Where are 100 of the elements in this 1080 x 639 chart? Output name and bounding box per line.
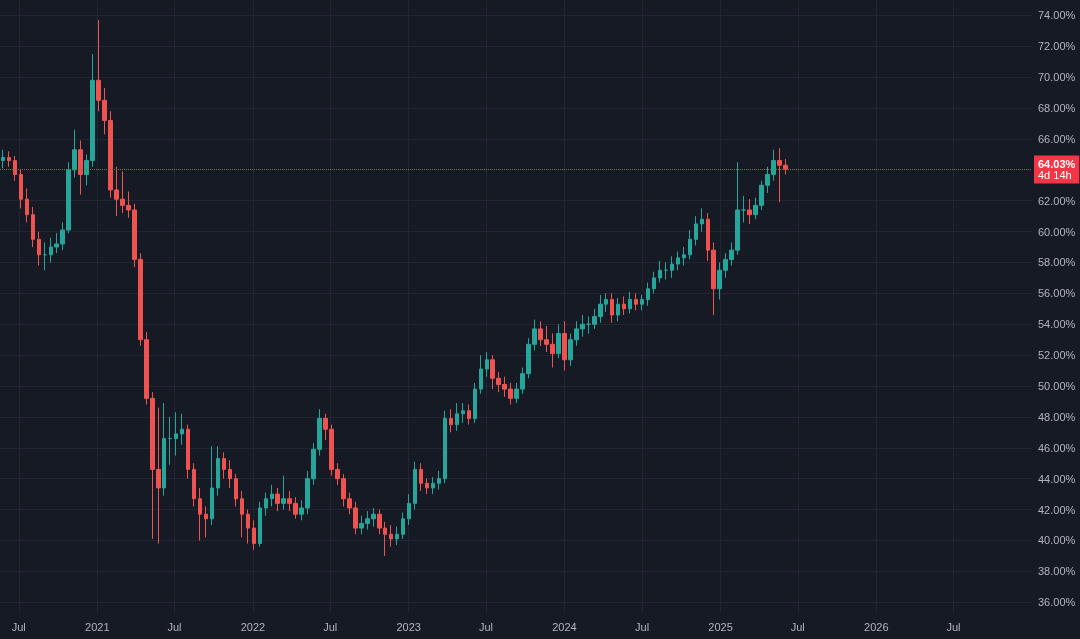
- candlestick: [747, 198, 752, 225]
- candlestick: [234, 473, 238, 507]
- candlestick: [610, 292, 614, 324]
- candlestick: [389, 524, 393, 548]
- candlestick: [162, 402, 166, 497]
- candlestick: [670, 255, 674, 279]
- candlestick: [616, 297, 620, 322]
- candlestick: [186, 424, 190, 480]
- text: 4d 14h: [1038, 168, 1072, 181]
- candlestick: [78, 140, 83, 196]
- candlestick: [562, 320, 567, 372]
- candlestick: [431, 476, 435, 495]
- ref-line-label: 64.03%: [1038, 157, 1076, 170]
- candlestick: [37, 231, 41, 267]
- candlestick: [281, 475, 286, 511]
- candlestick: [174, 411, 178, 456]
- y-tick-label: 46.00%: [1038, 441, 1076, 454]
- candlestick: [622, 295, 626, 316]
- y-tick-label: 68.00%: [1038, 102, 1076, 115]
- x-tick-label: Jul: [478, 620, 493, 633]
- y-tick-label: 66.00%: [1038, 132, 1076, 145]
- y-tick-label: 74.00%: [1038, 9, 1076, 22]
- candlestick: [25, 187, 29, 223]
- candlestick: [401, 512, 405, 540]
- candlestick: [455, 402, 459, 432]
- x-tick-label: 2026: [864, 620, 889, 633]
- candlestick: [270, 484, 274, 507]
- candlestick: [646, 282, 650, 307]
- y-tick-label: 62.00%: [1038, 194, 1076, 207]
- candlestick: [13, 155, 17, 182]
- candlestick: [204, 505, 208, 538]
- candlestick: [222, 451, 226, 480]
- candlestick: [407, 493, 411, 526]
- y-tick-label: 56.00%: [1038, 287, 1076, 300]
- candlestick: [275, 487, 280, 512]
- candlestick: [258, 501, 262, 548]
- candlestick: [634, 292, 638, 311]
- candlestick: [694, 215, 698, 247]
- y-tick-label: 60.00%: [1038, 225, 1076, 238]
- x-tick-label: Jul: [167, 620, 182, 633]
- candlestick: [741, 195, 746, 223]
- y-tick-label: 42.00%: [1038, 503, 1076, 516]
- candlestick: [556, 323, 561, 359]
- candlestick: [31, 206, 35, 248]
- candlestick: [228, 459, 232, 489]
- candlestick: [640, 294, 644, 311]
- x-tick-label: 2021: [85, 620, 110, 633]
- y-tick-label: 70.00%: [1038, 71, 1076, 84]
- candlestick: [443, 410, 447, 484]
- y-tick-label: 38.00%: [1038, 565, 1076, 578]
- candlestick: [246, 509, 250, 545]
- y-tick-label: 54.00%: [1038, 318, 1076, 331]
- candlestick: [252, 519, 256, 551]
- y-tick-label: 40.00%: [1038, 534, 1076, 547]
- x-tick-label: 2023: [396, 620, 421, 633]
- candlestick: [180, 413, 184, 446]
- y-tick-label: 44.00%: [1038, 472, 1076, 485]
- x-tick-label: Jul: [946, 620, 961, 633]
- y-tick-label: 50.00%: [1038, 380, 1076, 393]
- candlestick: [216, 445, 220, 497]
- candlestick: [419, 462, 423, 492]
- candlestick: [43, 241, 47, 271]
- candlestick: [473, 382, 477, 424]
- candlestick: [192, 462, 196, 507]
- candlestick: [7, 150, 11, 168]
- y-tick-label: 72.00%: [1038, 40, 1076, 53]
- candlestick: [72, 129, 77, 179]
- candlestick: [413, 461, 417, 511]
- candlestick: [461, 402, 465, 424]
- candlestick: [479, 354, 483, 395]
- candlestick: [240, 490, 244, 538]
- candlestick: [425, 478, 429, 495]
- x-tick-label: Jul: [790, 620, 805, 633]
- y-tick-label: 36.00%: [1038, 596, 1076, 609]
- candlestick: [1, 149, 5, 169]
- y-tick-label: 58.00%: [1038, 256, 1076, 269]
- x-tick-label: 2022: [240, 620, 266, 633]
- candlestick: [628, 291, 632, 314]
- x-tick-label: 2024: [552, 620, 577, 633]
- candlestick: [682, 246, 686, 267]
- candlestick: [449, 408, 453, 433]
- candlestick: [467, 404, 471, 426]
- candlestick: [395, 526, 399, 546]
- candlestick: [168, 416, 172, 466]
- candlestick: [198, 487, 202, 541]
- candlestick: [437, 470, 441, 490]
- candlestick: [676, 251, 680, 271]
- candlestick: [652, 271, 656, 294]
- candlestick: [658, 260, 662, 284]
- y-tick-label: 48.00%: [1038, 410, 1076, 423]
- candlestick: [264, 492, 268, 517]
- y-tick-label: 52.00%: [1038, 349, 1076, 362]
- candlestick: [19, 169, 23, 209]
- candlestick: [664, 261, 668, 280]
- candlestick: [210, 445, 214, 526]
- candlestick: [700, 207, 704, 233]
- x-tick-label: 2025: [708, 620, 733, 633]
- x-tick-label: Jul: [323, 620, 338, 633]
- candlestick: [688, 229, 692, 260]
- x-tick-label: Jul: [11, 620, 26, 633]
